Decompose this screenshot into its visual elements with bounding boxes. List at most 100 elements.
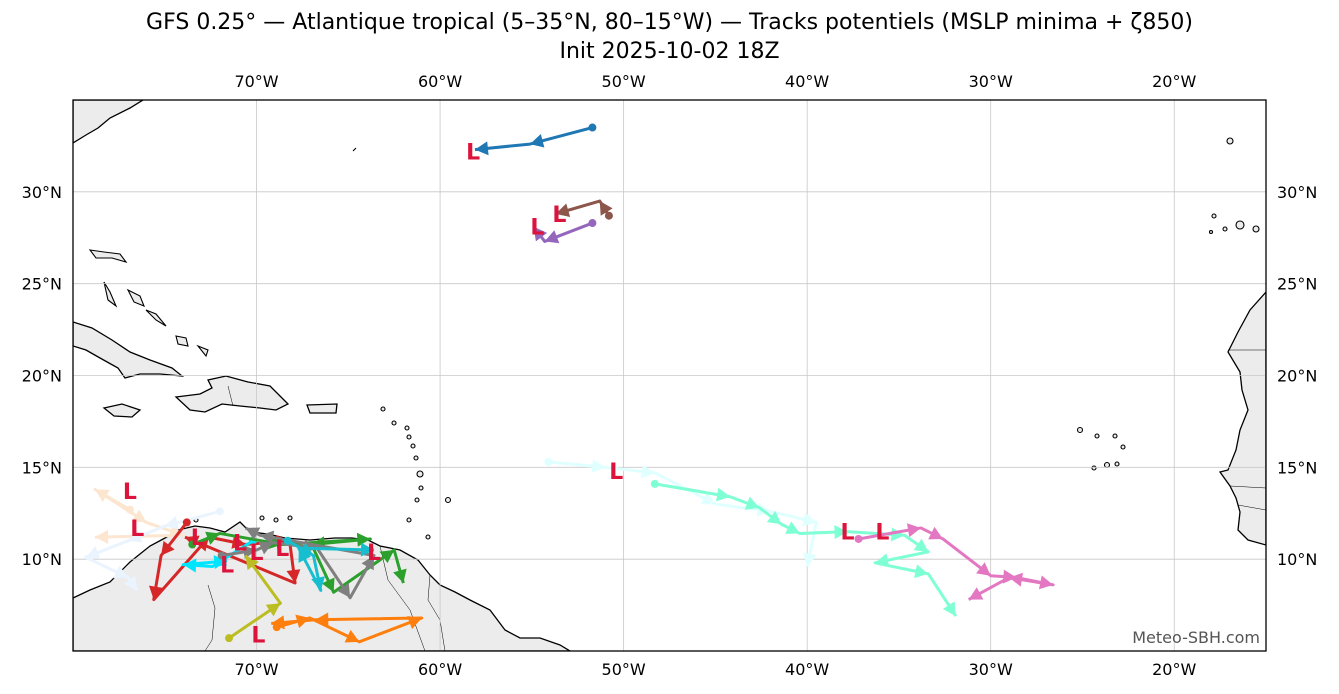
track-arrowhead bbox=[213, 555, 228, 570]
low-pressure-marker: L bbox=[875, 521, 889, 546]
track-arrowhead bbox=[1002, 569, 1017, 584]
land-jamaica bbox=[102, 403, 142, 418]
track-arrowhead bbox=[928, 526, 943, 540]
track-start-point bbox=[588, 219, 597, 228]
bottom-lon-tick-label: 50°W bbox=[602, 660, 646, 679]
low-pressure-marker: L bbox=[466, 140, 480, 165]
track-arrowhead bbox=[360, 542, 375, 557]
track-arrowhead bbox=[205, 531, 220, 545]
right-lat-tick-label: 20°N bbox=[1277, 367, 1317, 386]
track-arrowhead bbox=[123, 575, 138, 591]
map-grid bbox=[73, 100, 1266, 651]
left-lat-tick-label: 10°N bbox=[22, 550, 62, 569]
low-pressure-marker: L bbox=[251, 623, 265, 648]
right-lat-tick-label: 10°N bbox=[1277, 550, 1317, 569]
track-start-point bbox=[217, 551, 226, 560]
track-arrowhead bbox=[766, 510, 782, 525]
track-arrowhead bbox=[85, 546, 101, 560]
bottom-lon-tick-label: 70°W bbox=[234, 660, 278, 679]
track-arrowhead bbox=[245, 527, 261, 541]
track-arrowhead bbox=[271, 615, 285, 630]
track-arrowhead bbox=[802, 552, 817, 567]
low-pressure-marker: L bbox=[367, 541, 381, 566]
track-arrowhead bbox=[113, 565, 129, 579]
track-arrowhead bbox=[891, 527, 905, 542]
low-pressure-marker: L bbox=[220, 554, 234, 579]
right-lat-tick-label: 30°N bbox=[1277, 183, 1317, 202]
track-arrowhead bbox=[315, 612, 329, 627]
track-start-point bbox=[650, 479, 659, 488]
bottom-lon-tick-label: 20°W bbox=[1152, 660, 1196, 679]
top-lon-tick-label: 40°W bbox=[785, 72, 829, 91]
track-arrowhead bbox=[641, 464, 655, 479]
track-line bbox=[221, 526, 376, 600]
track-arrowhead bbox=[379, 549, 395, 564]
left-lat-tick-label: 15°N bbox=[22, 458, 62, 477]
track-arrowhead bbox=[161, 540, 175, 556]
low-pressure-marker: L bbox=[233, 532, 247, 557]
land-cuba bbox=[73, 321, 185, 379]
low-pressure-marker: L bbox=[275, 537, 289, 562]
track-arrowhead bbox=[968, 587, 984, 600]
track-arrowhead bbox=[298, 548, 311, 563]
axis-ticks: 70°W 70°W 60°W 60°W 50°W 50°W 40°W 40°W 30°W 30°W… bbox=[22, 72, 1318, 679]
track-start-point bbox=[283, 536, 292, 545]
left-lat-tick-label: 20°N bbox=[22, 367, 62, 386]
low-pressure-marker: L bbox=[530, 216, 544, 241]
low-pressure-marker: L bbox=[250, 541, 264, 566]
low-pressure-marker: L bbox=[609, 460, 623, 485]
track-arrowhead bbox=[834, 525, 848, 540]
top-lon-tick-label: 60°W bbox=[418, 72, 462, 91]
track-arrowhead bbox=[183, 558, 197, 573]
track-arrowhead bbox=[344, 629, 360, 643]
track-arrowhead bbox=[700, 491, 716, 505]
top-lon-tick-label: 70°W bbox=[234, 72, 278, 91]
left-lat-tick-label: 30°N bbox=[22, 183, 62, 202]
land-puerto-rico bbox=[306, 403, 338, 414]
track-arrowhead bbox=[906, 523, 921, 538]
small-islands bbox=[88, 137, 1260, 540]
low-pressure-marker: L bbox=[552, 203, 566, 228]
track-arrowhead bbox=[131, 509, 147, 523]
right-lat-tick-label: 15°N bbox=[1277, 458, 1317, 477]
track-arrowhead bbox=[245, 555, 259, 571]
track-arrowhead bbox=[361, 555, 375, 571]
low-pressure-marker: L bbox=[191, 526, 205, 551]
track-arrowhead bbox=[802, 512, 817, 527]
track-start-point bbox=[588, 123, 597, 132]
track-arrowhead bbox=[716, 487, 731, 502]
track-arrowhead bbox=[1038, 575, 1054, 590]
track-arrowhead bbox=[875, 553, 890, 568]
land-layer bbox=[73, 100, 1266, 651]
bottom-lon-tick-label: 40°W bbox=[785, 660, 829, 679]
bottom-lon-tick-label: 60°W bbox=[418, 660, 462, 679]
track-start-point bbox=[188, 540, 197, 549]
track-arrowhead bbox=[128, 529, 143, 543]
track-arrowhead bbox=[976, 562, 991, 576]
track-arrowhead bbox=[530, 133, 545, 148]
track-arrowhead bbox=[295, 614, 310, 629]
credit-label: Meteo-SBH.com bbox=[1132, 628, 1260, 647]
track-arrowhead bbox=[544, 230, 560, 244]
track-arrowhead bbox=[599, 201, 613, 216]
track-arrowhead bbox=[95, 489, 110, 502]
track-arrowhead bbox=[95, 529, 109, 544]
map-subtitle: Init 2025-10-02 18Z bbox=[559, 39, 780, 64]
track-arrowhead bbox=[555, 203, 571, 217]
track-arrowhead bbox=[407, 616, 422, 630]
track-start-point bbox=[225, 634, 234, 643]
track-arrowhead bbox=[260, 530, 275, 545]
track-arrowhead bbox=[785, 521, 800, 534]
country-borders bbox=[204, 349, 1266, 651]
storm-tracks bbox=[84, 123, 1055, 644]
track-arrowhead bbox=[744, 496, 760, 510]
track-arrowhead bbox=[356, 532, 371, 547]
bottom-lon-tick-label: 30°W bbox=[969, 660, 1013, 679]
low-pressure-marker: L bbox=[841, 521, 855, 546]
track-start-point bbox=[125, 505, 134, 514]
land-africa bbox=[1218, 291, 1266, 546]
low-pressure-marker: L bbox=[123, 480, 137, 505]
track-start-point bbox=[604, 211, 613, 220]
